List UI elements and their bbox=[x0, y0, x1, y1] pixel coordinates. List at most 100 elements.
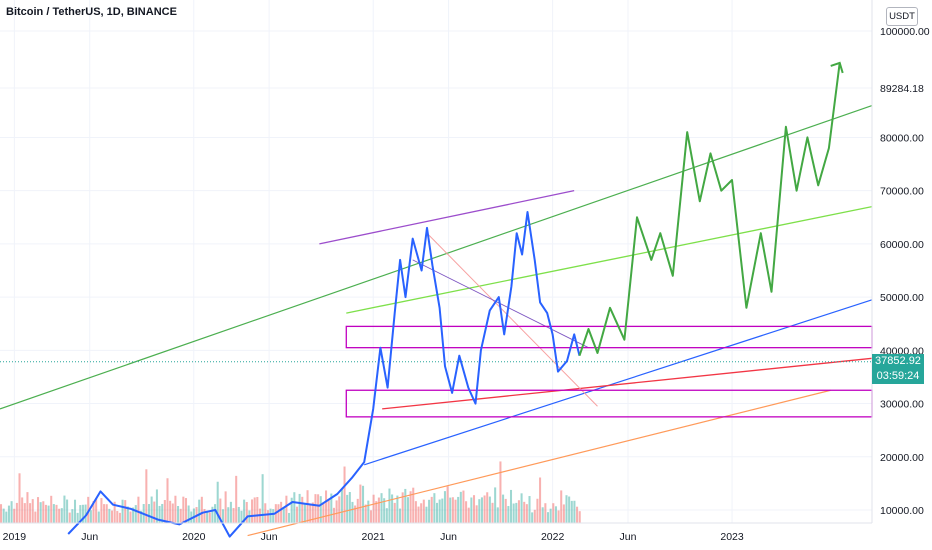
volume-bar bbox=[346, 494, 349, 523]
volume-bar bbox=[372, 494, 375, 523]
volume-bar bbox=[465, 501, 468, 523]
time-tick-label: Jun bbox=[440, 531, 457, 543]
price-tick-label: 30000.00 bbox=[880, 399, 924, 411]
volume-bar bbox=[293, 492, 296, 523]
trendlines bbox=[0, 104, 873, 537]
volume-bar bbox=[89, 510, 92, 523]
volume-bar bbox=[459, 491, 462, 523]
volume-bar bbox=[243, 499, 246, 523]
volume-bar bbox=[240, 510, 243, 523]
volume-bar bbox=[84, 504, 87, 523]
volume-bar bbox=[50, 495, 53, 523]
volume-bar bbox=[272, 509, 275, 523]
volume-bar bbox=[483, 495, 486, 523]
volume-bar bbox=[467, 507, 470, 523]
volume-bar bbox=[145, 469, 148, 523]
volume-bar bbox=[356, 498, 359, 523]
volume-bar bbox=[245, 502, 248, 523]
volume-bar bbox=[520, 493, 523, 523]
volume-bar bbox=[219, 498, 222, 523]
price-tick-label: 100000.00 bbox=[880, 26, 930, 38]
volume-bar bbox=[512, 503, 515, 523]
purple-top-line bbox=[319, 190, 575, 245]
volume-bar bbox=[184, 498, 188, 523]
volume-bar bbox=[264, 503, 267, 523]
volume-bar bbox=[306, 490, 309, 523]
volume-bar bbox=[163, 500, 166, 523]
current-price-label: 37852.92 bbox=[872, 354, 924, 369]
volume-bar bbox=[388, 488, 391, 523]
volume-bar bbox=[317, 494, 320, 523]
volume-bar bbox=[536, 498, 539, 523]
volume-bar bbox=[7, 505, 10, 523]
time-tick-label: 2022 bbox=[541, 531, 565, 543]
volume-bar bbox=[399, 508, 402, 523]
volume-bar bbox=[68, 512, 71, 523]
volume-bar bbox=[103, 504, 106, 523]
volume-bar bbox=[454, 499, 457, 523]
pink-diagonal-line bbox=[426, 232, 598, 407]
volume-bar bbox=[385, 508, 388, 523]
volume-bar bbox=[34, 511, 37, 523]
volume-bar bbox=[47, 505, 50, 523]
volume-bar bbox=[541, 507, 544, 523]
price-tick-label: 50000.00 bbox=[880, 292, 924, 304]
volume-bar bbox=[309, 504, 312, 523]
price-axis[interactable]: 100000.00 89284.18 80000.00 70000.00 60000.0… bbox=[880, 26, 930, 517]
volume-bar bbox=[2, 508, 5, 523]
volume-bar bbox=[327, 499, 330, 523]
time-axis[interactable]: 2019 Jun 2020 Jun 2021 Jun 2022 Jun 2023 bbox=[3, 531, 744, 543]
volume-bar bbox=[525, 504, 528, 523]
volume-bar bbox=[266, 510, 269, 523]
volume-bar bbox=[475, 505, 478, 523]
volume-bar bbox=[499, 461, 502, 523]
volume-bar bbox=[232, 508, 235, 523]
grid bbox=[0, 0, 872, 523]
volume-bar bbox=[433, 493, 436, 523]
volume-bar bbox=[348, 492, 351, 523]
volume-bar bbox=[472, 495, 476, 523]
volume-bar bbox=[206, 510, 209, 523]
volume-bar bbox=[179, 508, 182, 523]
volume-bar bbox=[187, 505, 190, 523]
volume-bar bbox=[169, 500, 172, 523]
volume-bar bbox=[383, 498, 386, 523]
volume-bar bbox=[251, 499, 254, 523]
volume-bar bbox=[517, 500, 520, 523]
volume-bar bbox=[554, 506, 557, 523]
volume-bar bbox=[332, 507, 335, 523]
volume-bar bbox=[192, 508, 195, 523]
price-tick-label: 60000.00 bbox=[880, 239, 924, 251]
volume-bar bbox=[158, 505, 161, 523]
orange-trend-line bbox=[247, 389, 831, 537]
volume-bar bbox=[134, 505, 137, 523]
upper-green-channel-line bbox=[0, 104, 873, 410]
volume-bar bbox=[549, 508, 552, 523]
volume-bar bbox=[280, 501, 283, 523]
volume-bar bbox=[129, 511, 132, 523]
volume-bar bbox=[36, 497, 40, 523]
volume-bar bbox=[58, 508, 61, 523]
price-tick-label: 70000.00 bbox=[880, 186, 924, 198]
time-tick-label: Jun bbox=[81, 531, 98, 543]
volume-bar bbox=[486, 492, 489, 523]
volume-bar bbox=[364, 504, 367, 523]
volume-bar bbox=[221, 509, 225, 523]
volume-bar bbox=[29, 503, 32, 523]
volume-bar bbox=[570, 500, 573, 523]
time-tick-label: 2020 bbox=[182, 531, 206, 543]
volume-bar bbox=[23, 503, 26, 523]
volume-bar bbox=[216, 481, 219, 523]
volume-bar bbox=[375, 501, 378, 523]
currency-unit-button[interactable]: USDT bbox=[886, 7, 918, 26]
volume-bar bbox=[494, 487, 497, 523]
volume-bar bbox=[147, 504, 151, 523]
volume-bar bbox=[401, 492, 404, 523]
volume-bar bbox=[515, 502, 518, 523]
volume-bar bbox=[177, 505, 180, 523]
volume-bar bbox=[457, 496, 460, 523]
volume-bar bbox=[422, 499, 425, 523]
volume-bar bbox=[126, 506, 129, 523]
volume-bar bbox=[39, 502, 42, 523]
